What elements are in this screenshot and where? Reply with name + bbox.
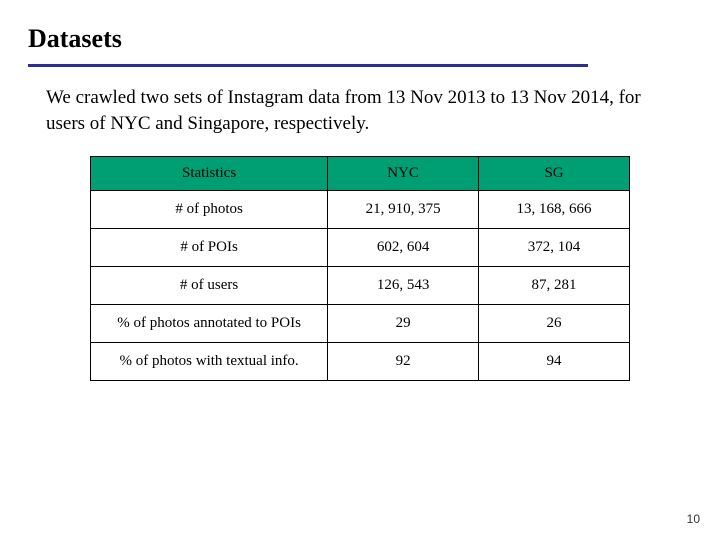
col-header-nyc: NYC bbox=[328, 157, 479, 191]
table-row: % of photos with textual info. 92 94 bbox=[91, 343, 630, 381]
page-number: 10 bbox=[687, 512, 700, 526]
statistics-table-wrap: Statistics NYC SG # of photos 21, 910, 3… bbox=[90, 156, 630, 381]
cell-nyc: 92 bbox=[328, 343, 479, 381]
cell-nyc: 602, 604 bbox=[328, 229, 479, 267]
col-header-sg: SG bbox=[479, 157, 630, 191]
cell-sg: 13, 168, 666 bbox=[479, 191, 630, 229]
table-row: # of POIs 602, 604 372, 104 bbox=[91, 229, 630, 267]
col-header-statistics: Statistics bbox=[91, 157, 328, 191]
table-row: % of photos annotated to POIs 29 26 bbox=[91, 305, 630, 343]
cell-sg: 87, 281 bbox=[479, 267, 630, 305]
row-label: % of photos with textual info. bbox=[91, 343, 328, 381]
row-label: # of users bbox=[91, 267, 328, 305]
slide-description: We crawled two sets of Instagram data fr… bbox=[46, 85, 674, 136]
table-row: # of photos 21, 910, 375 13, 168, 666 bbox=[91, 191, 630, 229]
row-label: # of POIs bbox=[91, 229, 328, 267]
table-header-row: Statistics NYC SG bbox=[91, 157, 630, 191]
cell-nyc: 29 bbox=[328, 305, 479, 343]
statistics-table: Statistics NYC SG # of photos 21, 910, 3… bbox=[90, 156, 630, 381]
cell-sg: 372, 104 bbox=[479, 229, 630, 267]
table-row: # of users 126, 543 87, 281 bbox=[91, 267, 630, 305]
cell-sg: 26 bbox=[479, 305, 630, 343]
slide-title: Datasets bbox=[28, 24, 692, 54]
row-label: % of photos annotated to POIs bbox=[91, 305, 328, 343]
cell-sg: 94 bbox=[479, 343, 630, 381]
row-label: # of photos bbox=[91, 191, 328, 229]
title-underline bbox=[28, 64, 588, 67]
cell-nyc: 126, 543 bbox=[328, 267, 479, 305]
cell-nyc: 21, 910, 375 bbox=[328, 191, 479, 229]
